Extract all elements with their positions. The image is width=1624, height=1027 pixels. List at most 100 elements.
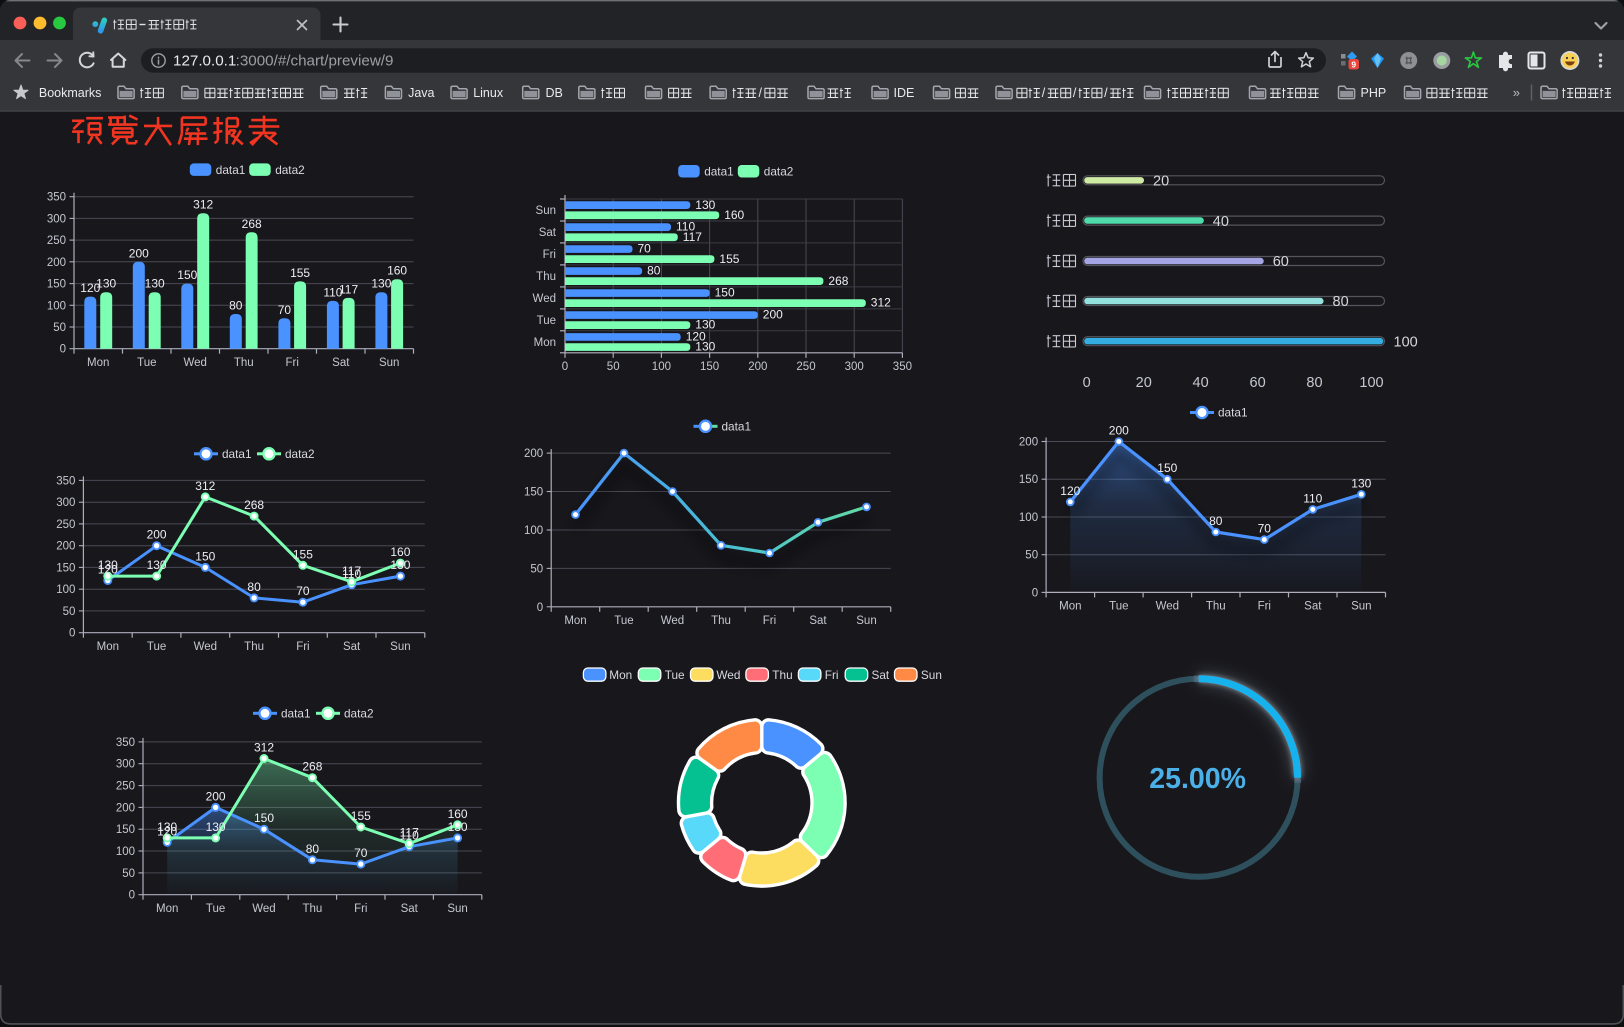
svg-text:Thu: Thu (234, 357, 254, 369)
svg-text:Thu: Thu (1206, 601, 1226, 613)
svg-text:250: 250 (47, 235, 66, 247)
svg-text:70: 70 (1258, 522, 1272, 536)
svg-text:130: 130 (695, 318, 715, 332)
svg-text:Sat: Sat (539, 227, 557, 239)
svg-text:Mon: Mon (609, 668, 632, 682)
svg-text:Tue: Tue (137, 357, 156, 369)
svg-text:20: 20 (1153, 174, 1169, 190)
svg-text:150: 150 (700, 361, 719, 373)
svg-text:50: 50 (63, 606, 76, 618)
svg-text:Sun: Sun (390, 641, 410, 653)
svg-text:150: 150 (195, 549, 215, 563)
svg-text:100: 100 (524, 525, 543, 537)
svg-text:Sat: Sat (872, 668, 890, 682)
svg-text:70: 70 (278, 303, 292, 317)
svg-text:117: 117 (339, 282, 358, 296)
svg-text:data1: data1 (704, 164, 734, 178)
svg-text:130: 130 (145, 277, 165, 291)
svg-text:»: » (1513, 85, 1520, 100)
svg-text:130: 130 (448, 820, 468, 834)
svg-text:268: 268 (828, 274, 848, 288)
svg-text:Thu: Thu (536, 271, 556, 283)
svg-text:50: 50 (607, 361, 620, 373)
svg-text:250: 250 (116, 781, 135, 793)
svg-text:Mon: Mon (97, 641, 119, 653)
svg-text:155: 155 (290, 266, 310, 280)
svg-text:130: 130 (96, 277, 116, 291)
svg-text:Sat: Sat (1304, 601, 1322, 613)
svg-text:data1: data1 (1218, 406, 1248, 420)
svg-text:300: 300 (116, 759, 135, 771)
svg-text:Fri: Fri (543, 249, 556, 261)
svg-text:data2: data2 (764, 164, 794, 178)
svg-text:300: 300 (47, 213, 66, 225)
svg-text:268: 268 (302, 760, 322, 774)
svg-text:Wed: Wed (183, 357, 206, 369)
svg-text:Wed: Wed (252, 903, 275, 915)
svg-text:80: 80 (1306, 375, 1322, 391)
svg-text:120: 120 (157, 824, 177, 838)
svg-text:40: 40 (1193, 375, 1209, 391)
svg-text:100: 100 (116, 846, 135, 858)
svg-text:130: 130 (390, 558, 410, 572)
svg-text:100: 100 (1359, 375, 1383, 391)
svg-text:0: 0 (562, 361, 568, 373)
svg-text:Mon: Mon (156, 903, 178, 915)
svg-text:200: 200 (47, 257, 66, 269)
svg-text:Fri: Fri (354, 903, 367, 915)
svg-text:120: 120 (686, 330, 706, 344)
svg-text:80: 80 (306, 842, 320, 856)
svg-text:155: 155 (719, 252, 739, 266)
svg-text:100: 100 (1394, 334, 1418, 350)
svg-text:Tue: Tue (537, 315, 556, 327)
svg-text:Tue: Tue (614, 615, 633, 627)
svg-text:200: 200 (206, 789, 226, 803)
svg-text:Fri: Fri (825, 668, 839, 682)
svg-text:250: 250 (56, 519, 75, 531)
svg-text:155: 155 (293, 547, 313, 561)
svg-text:150: 150 (715, 286, 735, 300)
svg-text:Wed: Wed (1156, 601, 1179, 613)
svg-text:50: 50 (53, 322, 66, 334)
svg-text:25.00%: 25.00% (1149, 763, 1246, 795)
svg-text:117: 117 (400, 826, 419, 840)
svg-text:/: / (1073, 86, 1077, 100)
svg-text:Thu: Thu (772, 668, 792, 682)
svg-text:155: 155 (351, 809, 371, 823)
svg-text:Wed: Wed (194, 641, 217, 653)
svg-text:Thu: Thu (302, 903, 322, 915)
svg-text:Tue: Tue (1109, 601, 1128, 613)
svg-text:IDE: IDE (894, 86, 915, 100)
svg-text:312: 312 (871, 296, 891, 310)
svg-text:data2: data2 (285, 447, 315, 461)
svg-text:Tue: Tue (206, 903, 225, 915)
svg-text:150: 150 (1019, 474, 1038, 486)
svg-text:350: 350 (893, 361, 912, 373)
svg-text:80: 80 (229, 299, 243, 313)
svg-text:150: 150 (116, 824, 135, 836)
svg-text:100: 100 (652, 361, 671, 373)
svg-text:Wed: Wed (661, 615, 684, 627)
svg-text:Sat: Sat (401, 903, 419, 915)
svg-text:117: 117 (342, 564, 361, 578)
svg-text:Mon: Mon (1059, 601, 1081, 613)
svg-text:150: 150 (1157, 461, 1177, 475)
svg-text:130: 130 (695, 340, 715, 354)
svg-text:300: 300 (845, 361, 864, 373)
svg-text:Sat: Sat (332, 357, 350, 369)
svg-text:350: 350 (56, 475, 75, 487)
svg-text:Mon: Mon (87, 357, 109, 369)
svg-text:350: 350 (116, 737, 135, 749)
svg-text:Tue: Tue (147, 641, 166, 653)
svg-text:300: 300 (56, 497, 75, 509)
svg-text:120: 120 (80, 281, 100, 295)
svg-text:Tue: Tue (665, 668, 685, 682)
svg-text:130: 130 (147, 558, 167, 572)
svg-text:Mon: Mon (534, 337, 556, 349)
svg-text:200: 200 (56, 541, 75, 553)
svg-text:Mon: Mon (564, 615, 586, 627)
svg-text:9: 9 (1351, 60, 1356, 70)
svg-text:70: 70 (638, 242, 652, 256)
svg-text:0: 0 (537, 602, 543, 614)
svg-text:50: 50 (122, 868, 135, 880)
